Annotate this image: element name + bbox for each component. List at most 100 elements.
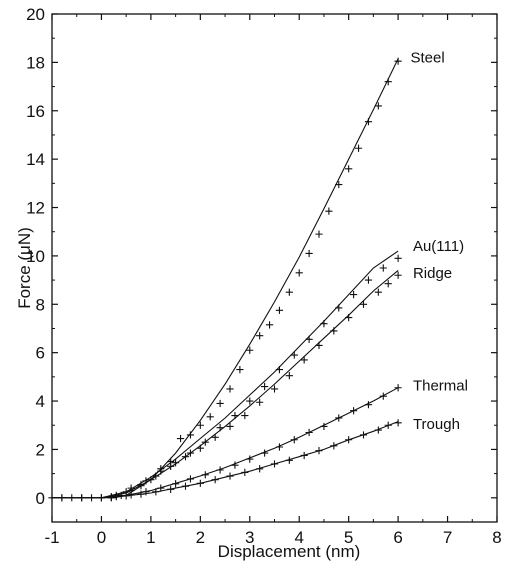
data-point-steel (216, 399, 224, 408)
series-label-steel: Steel (410, 50, 444, 67)
data-point-steel (206, 413, 214, 421)
data-point-ridge (300, 356, 308, 364)
data-point-au-111 (186, 449, 195, 457)
data-point-steel (305, 249, 313, 258)
data-point-au-111 (201, 438, 209, 446)
fit-curve-steel (113, 58, 399, 499)
data-point-steel (315, 230, 323, 238)
data-point-au-111 (379, 264, 387, 272)
series-label-ridge: Ridge (413, 265, 452, 282)
data-point-ridge (152, 472, 160, 480)
data-point-ridge (226, 422, 234, 431)
data-point-trough (374, 426, 382, 434)
data-point-trough (167, 485, 175, 493)
data-point-trough (226, 472, 234, 480)
data-point-trough (256, 465, 264, 473)
data-point-trough (345, 436, 353, 444)
data-point-trough (181, 482, 190, 490)
data-point-steel (68, 494, 76, 502)
data-point-ridge (384, 280, 392, 288)
data-point-steel (196, 421, 204, 429)
y-axis-ticks: 0 2 4 6 8 10 12 14 16 18 20 (26, 5, 497, 523)
data-point-au-111 (335, 304, 343, 312)
data-point-thermal (290, 436, 298, 444)
data-point-au-111 (157, 467, 165, 475)
y-axis-title: Force (μN) (15, 227, 34, 309)
data-point-trough (315, 447, 323, 455)
data-point-thermal (127, 491, 135, 499)
y-tick-label: 8 (36, 295, 45, 314)
data-point-thermal (112, 493, 120, 501)
data-point-steel (345, 165, 353, 173)
data-point-au-111 (78, 494, 86, 502)
y-tick-label: 18 (26, 53, 45, 72)
data-point-steel (147, 476, 155, 484)
data-point-steel (374, 102, 382, 110)
data-point-thermal (364, 401, 373, 409)
y-tick-label: 10 (26, 247, 45, 266)
data-point-trough (196, 479, 204, 487)
data-point-steel (186, 431, 195, 439)
data-point-au-111 (231, 411, 239, 420)
data-point-trough (241, 468, 249, 477)
data-point-thermal (350, 407, 358, 415)
data-point-steel (87, 494, 96, 502)
data-point-ridge (394, 271, 402, 279)
data-point-trough (285, 456, 293, 464)
x-axis-title: Displacement (nm) (218, 542, 361, 561)
data-point-ridge (211, 433, 219, 441)
x-tick-label: 6 (393, 528, 402, 547)
data-point-ridge (374, 288, 382, 296)
data-point-ridge (181, 453, 190, 461)
data-point-au-111 (172, 459, 180, 467)
data-point-steel (236, 366, 244, 374)
data-point-au-111 (290, 351, 298, 359)
data-point-thermal (261, 449, 269, 457)
data-point-trough (211, 476, 219, 484)
data-point-ridge (167, 462, 175, 470)
data-point-trough (359, 431, 368, 439)
data-point-thermal (186, 475, 195, 483)
data-point-ridge (315, 341, 323, 350)
data-point-trough (122, 492, 130, 500)
x-tick-label: -1 (44, 528, 59, 547)
data-point-steel (275, 306, 284, 314)
data-point-thermal (379, 392, 387, 400)
data-point-trough (270, 460, 279, 468)
data-point-au-111 (58, 494, 66, 502)
y-tick-label: 2 (36, 440, 45, 459)
data-point-au-111 (246, 397, 254, 405)
data-point-steel (295, 269, 303, 277)
x-tick-label: 2 (196, 528, 205, 547)
data-markers (48, 57, 402, 502)
data-point-ridge (345, 313, 353, 322)
data-point-ridge (256, 398, 264, 406)
data-point-thermal (142, 488, 150, 496)
data-point-au-111 (261, 382, 269, 391)
y-tick-label: 14 (26, 150, 45, 169)
data-point-au-111 (216, 424, 224, 432)
data-point-au-111 (394, 254, 402, 262)
data-point-ridge (330, 327, 338, 335)
data-point-thermal (97, 494, 106, 502)
data-point-thermal (172, 480, 180, 488)
data-point-thermal (320, 422, 328, 431)
series-labels: Steel Au(111) Ridge Thermal Trough (410, 50, 467, 433)
series-label-trough: Trough (413, 416, 460, 433)
data-point-thermal (157, 484, 165, 492)
data-point-steel (384, 78, 392, 86)
data-point-thermal (394, 384, 402, 392)
data-point-steel (354, 144, 363, 152)
data-point-thermal (216, 466, 224, 474)
data-point-steel (48, 494, 56, 502)
data-point-ridge (285, 372, 293, 380)
data-point-thermal (335, 414, 343, 422)
data-point-thermal (275, 443, 284, 451)
data-point-steel (335, 180, 343, 189)
data-point-ridge (196, 444, 204, 452)
data-point-au-111 (127, 484, 135, 492)
data-point-au-111 (364, 276, 373, 284)
series-label-au-111: Au(111) (413, 238, 464, 255)
fit-curve-ridge (101, 269, 399, 499)
fit-curves (52, 58, 399, 499)
